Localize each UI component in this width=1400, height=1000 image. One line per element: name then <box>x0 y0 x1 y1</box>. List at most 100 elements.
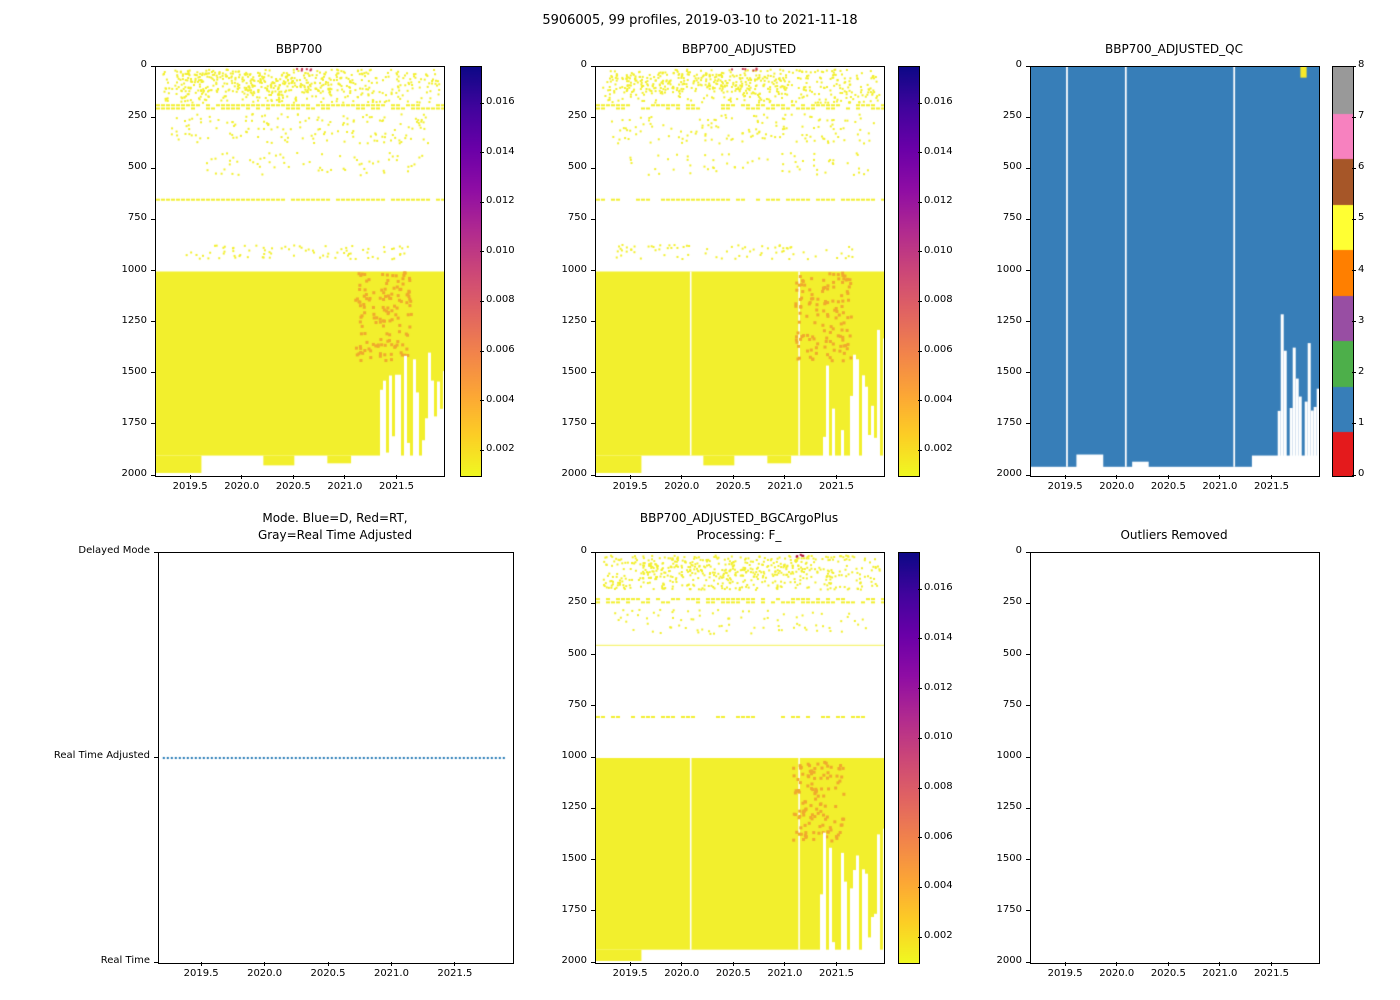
y-tick-mark <box>1026 167 1030 169</box>
figure-title: 5906005, 99 profiles, 2019-03-10 to 2021… <box>542 13 858 28</box>
x-tick-label: 2021.0 <box>767 481 803 492</box>
heatmap-canvas-bgcargoplus <box>596 553 884 963</box>
y-tick-label: 1500 <box>996 852 1022 864</box>
x-tick-label: 2021.5 <box>437 968 473 979</box>
y-tick-mark <box>154 551 158 553</box>
y-tick-label: 1500 <box>561 365 587 377</box>
y-tick-mark <box>154 961 158 963</box>
y-tick-label: 1500 <box>121 365 147 377</box>
x-tick-mark <box>1116 475 1118 479</box>
colorbar-bbp700-adjusted <box>898 66 920 477</box>
y-tick-mark <box>591 270 595 271</box>
x-tick-mark <box>1219 962 1221 966</box>
x-tick-label: 2020.5 <box>1150 968 1186 979</box>
colorbar-tick-mark <box>918 638 922 640</box>
colorbar-tick-label: 0.014 <box>924 631 953 643</box>
colorbar-tick-mark <box>1352 65 1356 67</box>
colorbar-tick-mark <box>1352 116 1356 118</box>
colorbar-tick-mark <box>1352 218 1356 220</box>
x-tick-label: 2021.5 <box>1254 968 1290 979</box>
x-tick-mark <box>264 962 266 966</box>
y-tick-label: 1000 <box>996 263 1022 275</box>
colorbar-tick-label: 3 <box>1358 314 1365 326</box>
y-tick-label: 250 <box>567 596 587 608</box>
y-tick-label: Real Time Adjusted <box>53 750 150 761</box>
colorbar-tick-label: 0.016 <box>924 96 953 108</box>
colorbar-tick-mark <box>480 350 484 352</box>
x-tick-mark <box>681 475 683 479</box>
x-tick-label: 2020.0 <box>664 968 700 979</box>
y-tick-mark <box>1026 654 1030 655</box>
plot-axes-bbp700-adjusted <box>595 66 885 477</box>
y-tick-mark <box>1026 551 1030 553</box>
y-tick-mark <box>591 167 595 169</box>
x-tick-mark <box>390 962 392 966</box>
colorbar-bgcargoplus <box>898 552 920 964</box>
plot-title-bbp700: BBP700 <box>275 42 323 56</box>
colorbar-tick-label: 0 <box>1358 468 1365 479</box>
x-tick-label: 2019.5 <box>612 968 648 979</box>
y-tick-mark <box>1026 423 1030 425</box>
colorbar-qc <box>1332 66 1354 477</box>
y-tick-label: 250 <box>127 110 147 122</box>
y-tick-mark <box>151 116 155 118</box>
colorbar-tick-label: 0.002 <box>924 443 953 455</box>
y-tick-label: 500 <box>1002 161 1022 173</box>
x-tick-label: 2019.5 <box>172 481 208 492</box>
y-tick-mark <box>591 654 595 655</box>
x-tick-label: 2020.0 <box>1099 968 1135 979</box>
x-tick-label: 2020.5 <box>1150 481 1186 492</box>
x-tick-mark <box>454 962 456 966</box>
y-tick-label: 2000 <box>996 955 1022 966</box>
y-tick-label: 500 <box>1002 647 1022 659</box>
colorbar-tick-label: 0.008 <box>486 294 515 306</box>
colorbar-tick-mark <box>1352 270 1356 271</box>
x-tick-label: 2020.5 <box>275 481 311 492</box>
y-tick-label: 750 <box>1002 212 1022 224</box>
y-tick-label: 0 <box>140 59 147 70</box>
colorbar-tick-mark <box>918 936 922 938</box>
x-tick-label: 2020.0 <box>247 968 283 979</box>
colorbar-tick-label: 0.010 <box>924 244 953 256</box>
colorbar-tick-mark <box>1352 372 1356 374</box>
colorbar-tick-mark <box>918 102 922 104</box>
heatmap-canvas-qc <box>1031 67 1319 476</box>
x-tick-label: 2021.0 <box>327 481 363 492</box>
plot-axes-outliers <box>1030 552 1320 964</box>
y-tick-label: 1000 <box>121 263 147 275</box>
colorbar-tick-label: 0.010 <box>924 731 953 743</box>
y-tick-mark <box>1026 116 1030 118</box>
y-tick-mark <box>591 756 595 758</box>
colorbar-tick-mark <box>918 787 922 789</box>
colorbar-tick-label: 0.014 <box>924 145 953 157</box>
y-tick-label: 0 <box>580 59 587 70</box>
colorbar-tick-mark <box>918 300 922 302</box>
y-tick-label: 1250 <box>561 314 587 326</box>
colorbar-tick-label: 0.004 <box>924 393 953 405</box>
x-tick-label: 2019.5 <box>1047 968 1083 979</box>
y-tick-mark <box>591 372 595 374</box>
y-tick-mark <box>591 423 595 425</box>
y-tick-mark <box>591 218 595 220</box>
x-tick-mark <box>189 475 191 479</box>
colorbar-tick-label: 2 <box>1358 365 1365 377</box>
y-tick-mark <box>591 705 595 707</box>
y-tick-label: 0 <box>1015 59 1022 70</box>
y-tick-label: 1000 <box>561 263 587 275</box>
colorbar-tick-label: 4 <box>1358 263 1365 275</box>
y-tick-mark <box>1026 65 1030 67</box>
colorbar-canvas-bbp700-adjusted <box>899 67 919 476</box>
colorbar-tick-mark <box>1352 423 1356 425</box>
y-tick-label: 500 <box>567 647 587 659</box>
x-tick-label: 2019.5 <box>1047 481 1083 492</box>
y-tick-label: 1750 <box>561 903 587 915</box>
y-tick-mark <box>1026 705 1030 707</box>
colorbar-tick-label: 0.016 <box>486 96 515 108</box>
colorbar-tick-label: 0.008 <box>924 781 953 793</box>
y-tick-mark <box>591 474 595 476</box>
plot-title-qc: BBP700_ADJUSTED_QC <box>1105 42 1243 56</box>
x-tick-label: 2021.5 <box>379 481 415 492</box>
colorbar-tick-label: 0.008 <box>924 294 953 306</box>
x-tick-mark <box>681 962 683 966</box>
